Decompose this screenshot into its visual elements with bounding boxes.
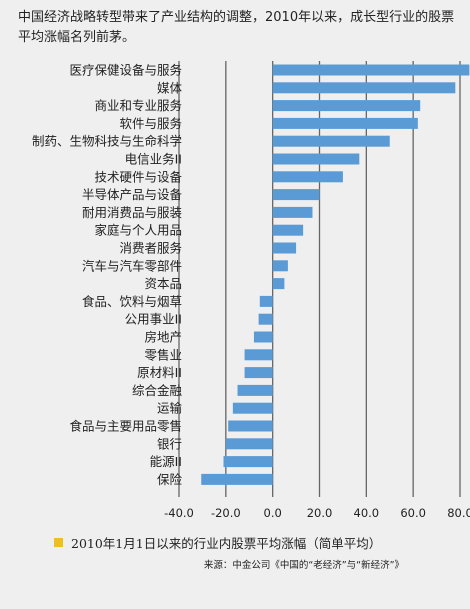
category-label: 电信业务II <box>125 152 182 167</box>
bar <box>201 473 273 485</box>
bar <box>237 384 273 396</box>
category-label: 医疗保健设备与服务 <box>69 63 182 78</box>
legend: 2010年1月1日以来的行业内股票平均涨幅（简单平均） <box>54 533 381 552</box>
x-tick-labels: -40.0 -20.0 0.0 20.0 40.0 60.0 80.0 <box>164 506 470 520</box>
x-tick-label: 60.0 <box>400 506 426 520</box>
bar <box>272 153 360 165</box>
x-tick-label: -20.0 <box>211 506 241 520</box>
legend-swatch <box>54 538 63 547</box>
category-label: 家庭与个人用品 <box>94 223 182 238</box>
bar <box>244 349 273 361</box>
bar <box>272 224 304 236</box>
category-label: 零售业 <box>144 347 182 362</box>
x-tick-label: -40.0 <box>164 506 194 520</box>
category-label: 食品、饮料与烟草 <box>82 294 182 309</box>
bar-chart: 医疗保健设备与服务媒体商业和专业服务软件与服务制药、生物科技与生命科学电信业务I… <box>32 61 470 520</box>
category-label: 原材料II <box>137 365 182 380</box>
bar <box>272 135 390 147</box>
bar <box>272 171 343 183</box>
category-label: 半导体产品与设备 <box>82 187 183 202</box>
category-label: 食品与主要用品零售 <box>69 419 182 434</box>
bar <box>272 117 418 129</box>
category-label: 软件与服务 <box>119 116 182 131</box>
category-labels: 医疗保健设备与服务媒体商业和专业服务软件与服务制药、生物科技与生命科学电信业务I… <box>32 63 183 487</box>
category-label: 银行 <box>157 436 182 451</box>
category-label: 公用事业II <box>125 312 182 327</box>
category-label: 房地产 <box>144 330 182 345</box>
bar <box>272 206 313 218</box>
category-label: 商业和专业服务 <box>94 98 182 113</box>
category-label: 能源II <box>150 454 182 469</box>
x-tick-label: 80.0 <box>447 506 470 520</box>
category-label: 汽车与汽车零部件 <box>82 258 182 273</box>
category-label: 资本品 <box>144 276 182 291</box>
legend-label: 2010年1月1日以来的行业内股票平均涨幅（简单平均） <box>71 536 382 551</box>
bar <box>223 456 273 468</box>
category-label: 制药、生物科技与生命科学 <box>32 134 182 149</box>
bar <box>253 331 273 343</box>
bar <box>272 64 470 76</box>
bar <box>232 402 273 414</box>
bar <box>259 295 273 307</box>
bar <box>272 242 297 254</box>
bar <box>272 189 320 201</box>
x-tick-label: 40.0 <box>354 506 380 520</box>
bar <box>228 420 273 432</box>
category-label: 综合金融 <box>132 383 183 398</box>
category-label: 媒体 <box>157 80 183 95</box>
bar <box>272 82 456 94</box>
x-tick-label: 20.0 <box>307 506 333 520</box>
page-title: 中国经济战略转型带来了产业结构的调整，2010年以来，成长型行业的股票平均涨幅名… <box>18 10 455 45</box>
category-label: 保险 <box>157 472 183 487</box>
category-label: 运输 <box>157 401 183 416</box>
category-label: 耐用消费品与服装 <box>82 205 182 220</box>
bar <box>244 367 273 379</box>
bars <box>201 64 470 485</box>
bar <box>258 313 273 325</box>
category-label: 消费者服务 <box>119 241 182 256</box>
category-label: 技术硬件与设备 <box>94 169 182 184</box>
bar <box>225 438 273 450</box>
bar <box>272 260 288 272</box>
source-note: 来源：中金公司《中国的“老经济”与“新经济”》 <box>203 560 404 571</box>
bar <box>272 100 421 112</box>
bar <box>272 278 285 290</box>
x-tick-label: 0.0 <box>264 506 282 520</box>
